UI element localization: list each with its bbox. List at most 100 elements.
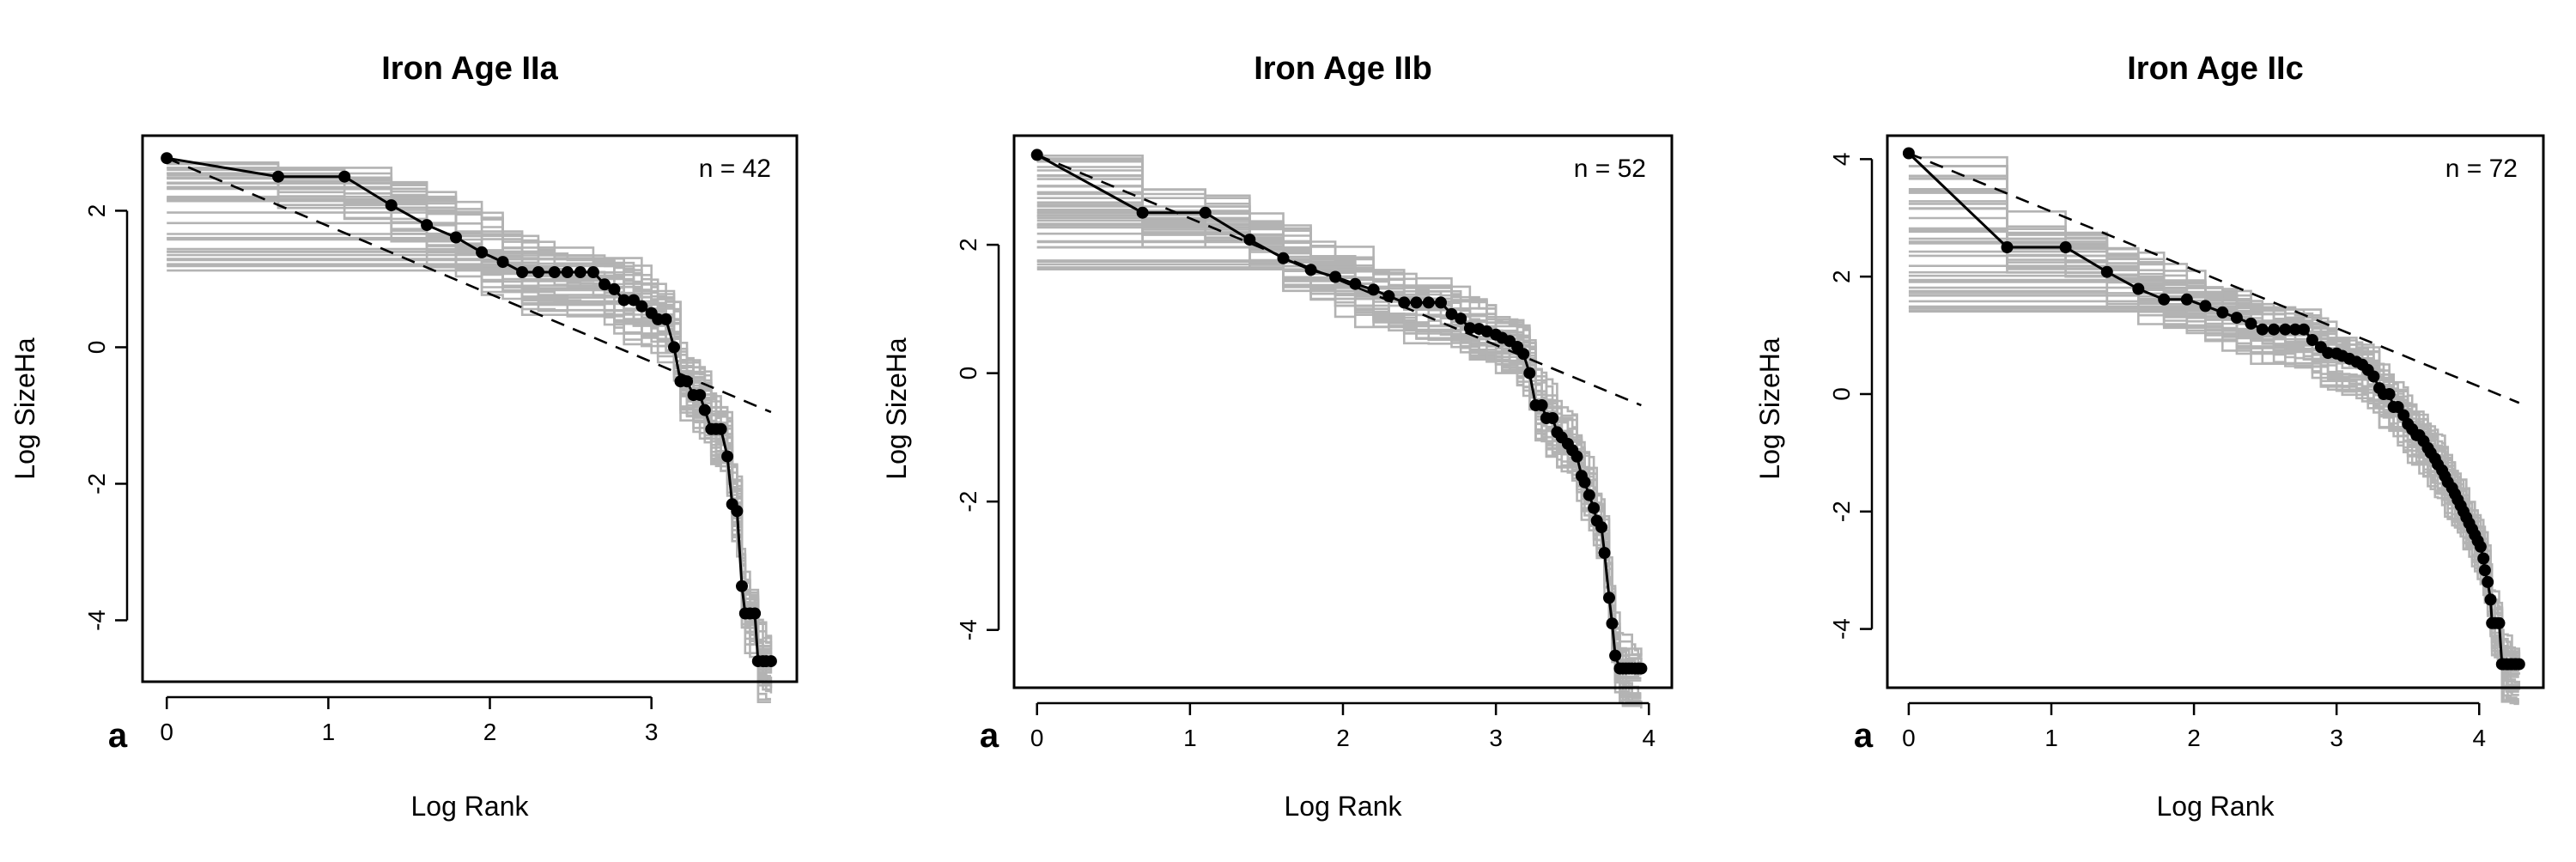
observed-point [714,422,727,435]
observed-point [2256,323,2269,336]
observed-point [2216,306,2229,319]
observed-point [1349,277,1362,290]
observed-point [2059,241,2072,253]
simulation-curve [1908,309,2519,705]
x-tick-label: 0 [1902,725,1916,751]
sample-size-label: n = 42 [699,155,771,183]
simulation-curve [167,197,771,701]
x-tick-label: 2 [483,719,497,745]
simulation-curve [1908,310,2519,703]
observed-point [421,219,434,232]
observed-point [1609,649,1622,662]
panel-iron-age-iic: Iron Age IIc 0 1 2 3 4 -4 -2 0 2 4 n = 72 Log Ra… [1754,51,2545,822]
observed-point [2180,293,2193,306]
observed-point [561,266,574,278]
observed-point [2245,317,2257,330]
simulation-curve [1036,240,1642,695]
observed-point [2001,241,2014,253]
observed-point [1445,307,1458,320]
observed-series [1902,147,2525,671]
simulation-curve [1036,166,1642,707]
x-tick-label: 0 [1030,725,1044,751]
y-tick-label: -4 [1828,618,1855,640]
observed-point [1277,252,1290,264]
observed-point [764,655,777,668]
simulation-curve [1036,259,1642,680]
observed-point [496,256,509,269]
observed-point [1243,234,1256,246]
simulation-curve [1036,266,1642,705]
y-axis-label: Log SizeHa [881,337,912,480]
observed-point [548,266,561,278]
observed-series [1030,149,1648,675]
fit-line-segment [166,157,772,414]
y-axis: -4 -2 0 2 [83,204,129,631]
observed-point [2279,323,2292,336]
panel-letter: a [108,717,128,755]
chart-title: Iron Age IIb [1254,51,1432,87]
observed-point [721,450,734,463]
observed-point [2322,347,2335,360]
plot-frame [1886,134,2545,689]
observed-point [1517,348,1530,361]
observed-point [1382,289,1395,302]
observed-point [2512,658,2525,671]
observed-point [1410,296,1423,309]
observed-point [1535,399,1548,411]
simulation-curve [1036,263,1642,700]
y-tick-label: 2 [1828,270,1855,283]
y-axis: -4 -2 0 2 [955,238,1000,640]
panel-letter: a [980,717,999,755]
y-tick-label: -2 [83,473,110,495]
x-axis-label: Log Rank [2157,791,2275,822]
simulation-curve [1036,268,1642,664]
x-tick-label: 3 [2330,725,2343,751]
observed-point [1523,367,1536,379]
sample-size-label: n = 52 [1574,155,1646,183]
observed-point [2477,552,2490,565]
observed-point [2268,323,2281,336]
observed-point [586,266,599,278]
observed-point [2199,300,2212,313]
observed-point [2383,388,2396,400]
x-tick-label: 1 [2044,725,2058,751]
observed-point [1571,450,1583,463]
simulation-curve [167,197,771,693]
y-tick-label: 0 [1828,387,1855,401]
observed-point [2230,312,2243,325]
observed-point [2158,293,2171,306]
observed-point [1367,283,1380,296]
simulation-curve [1036,246,1643,674]
observed-point [2482,575,2494,588]
plot-frame [141,134,799,683]
observed-point [1030,149,1043,161]
x-tick-label: 3 [1489,725,1503,751]
fit-line [166,157,772,414]
y-axis-label: Log SizeHa [9,337,40,480]
y-tick-label: 0 [955,367,981,380]
observed-point [1398,296,1411,309]
observed-point [698,404,711,416]
x-axis: 0 1 2 3 [160,695,658,745]
y-axis: -4 -2 0 2 4 [1828,153,1874,640]
observed-point [659,313,672,325]
observed-point [2474,540,2487,553]
chart-title: Iron Age IIa [381,51,558,87]
observed-point [668,341,680,354]
simulation-curve [1908,307,2519,703]
observed-point [2367,370,2380,383]
x-tick-label: 1 [322,719,336,745]
x-tick-label: 4 [1642,725,1656,751]
observed-point [617,294,630,307]
observed-point [1546,412,1559,424]
x-tick-label: 2 [1336,725,1350,751]
observed-point [749,607,762,620]
simulation-curve [167,187,771,679]
simulation-curve [1908,289,2519,701]
observed-point [338,170,351,183]
observed-point [2306,334,2318,346]
observed-point [516,266,529,278]
observed-point [1902,147,1915,160]
sample-size-label: n = 72 [2445,155,2518,183]
